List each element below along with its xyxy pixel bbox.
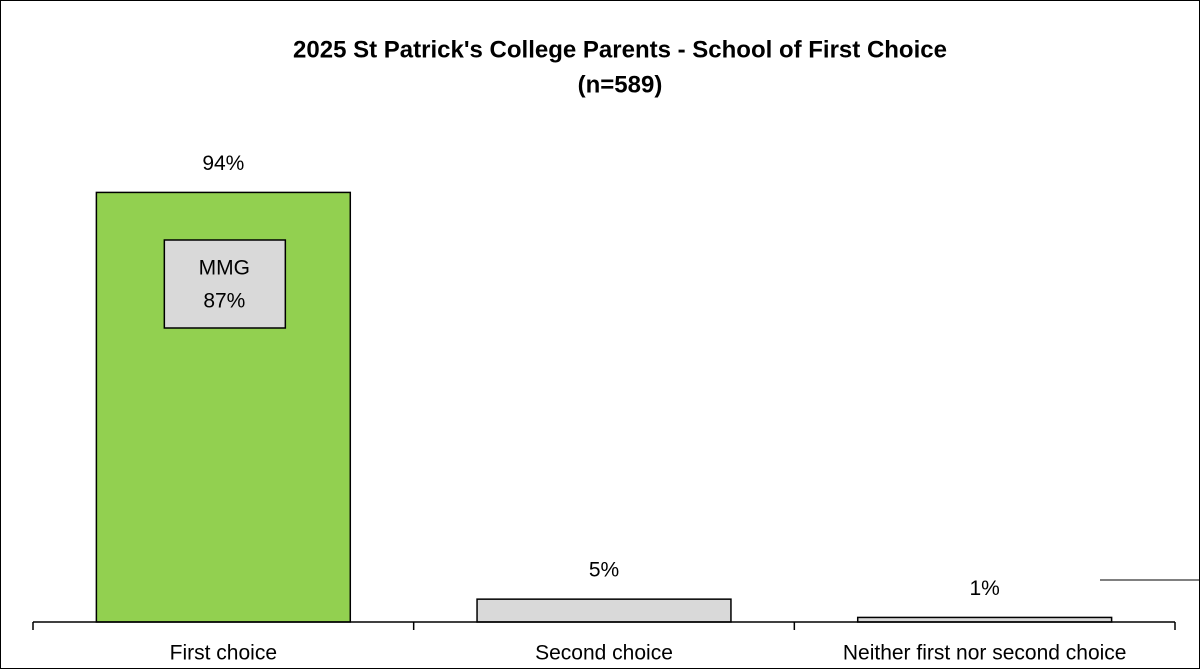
- chart-title: 2025 St Patrick's College Parents - Scho…: [293, 36, 947, 63]
- x-tick-label: Neither first nor second choice: [843, 642, 1127, 665]
- x-tick-label: Second choice: [535, 642, 673, 665]
- chart-subtitle: (n=589): [578, 71, 663, 98]
- x-tick-label: First choice: [170, 642, 277, 665]
- annotation-text: 87%: [203, 290, 245, 313]
- value-label: 5%: [589, 559, 619, 582]
- value-label: 94%: [202, 152, 244, 175]
- annotation-box: [163, 239, 287, 329]
- value-label: 1%: [969, 577, 999, 600]
- annotation-text: MMG: [199, 257, 250, 280]
- bar: [476, 598, 732, 623]
